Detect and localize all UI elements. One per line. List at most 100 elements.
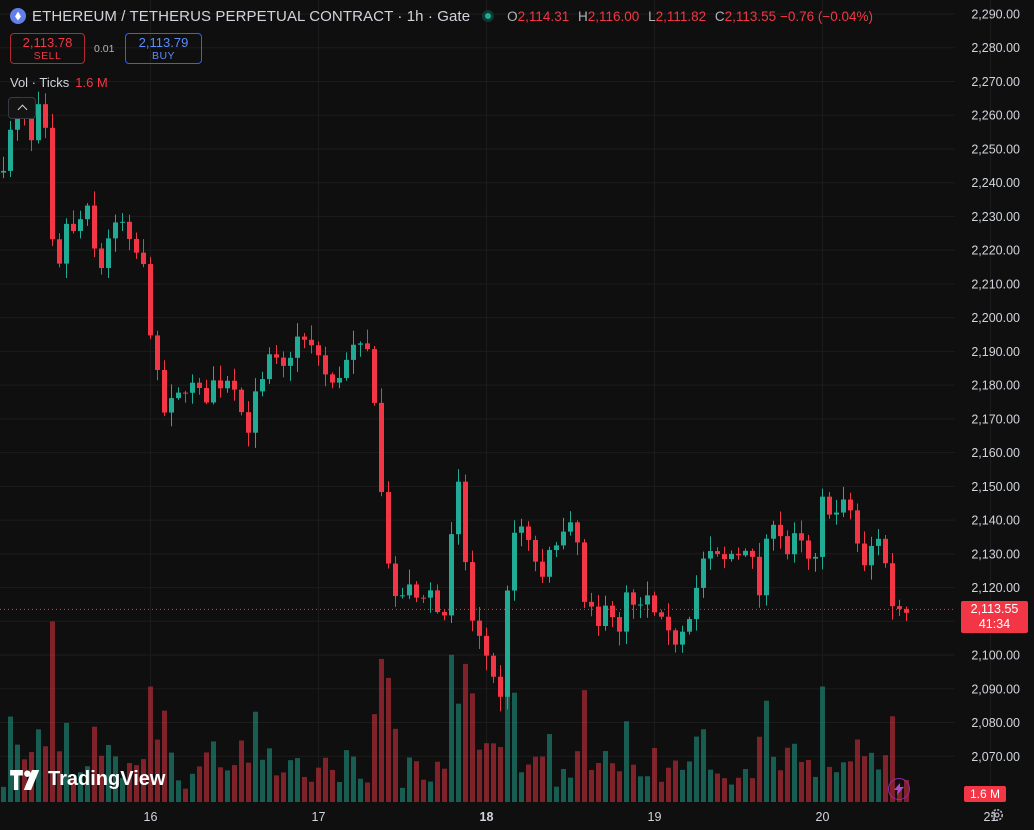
candle-body xyxy=(617,617,622,632)
candle-body xyxy=(316,345,321,356)
volume-bar xyxy=(36,729,41,802)
time-tick-label: 19 xyxy=(648,810,662,824)
volume-bar xyxy=(757,736,762,802)
volume-bar xyxy=(57,751,62,802)
candle-body xyxy=(505,590,510,697)
candle-body xyxy=(50,127,55,240)
symbol-title[interactable]: ETHEREUM / TETHERUS PERPETUAL CONTRACT ·… xyxy=(32,7,471,25)
candle-body xyxy=(596,606,601,627)
volume-bar xyxy=(666,767,671,802)
price-tick-label: 2,120.00 xyxy=(971,581,1020,595)
volume-bar xyxy=(848,761,853,802)
candle-body xyxy=(722,554,727,560)
candle-body xyxy=(309,339,314,346)
gear-icon[interactable] xyxy=(989,807,1005,823)
candle-body xyxy=(890,563,895,607)
candle-body xyxy=(547,550,552,577)
candle-body xyxy=(533,539,538,562)
high-value: 2,116.00 xyxy=(587,8,640,24)
volume-bar xyxy=(64,722,69,802)
volume-bar xyxy=(288,760,293,802)
price-tick-label: 2,230.00 xyxy=(971,210,1020,224)
time-tick-label: 16 xyxy=(144,810,158,824)
volume-bar xyxy=(680,769,685,802)
lightning-icon[interactable] xyxy=(888,778,910,800)
candle-body xyxy=(645,595,650,605)
volume-bar xyxy=(582,690,587,802)
candle-body xyxy=(813,556,818,559)
open-key: O xyxy=(507,8,518,24)
price-tick-label: 2,190.00 xyxy=(971,345,1020,359)
volume-bar xyxy=(820,686,825,802)
candle-body xyxy=(568,522,573,532)
candle-body xyxy=(715,551,720,555)
candle-body xyxy=(141,252,146,265)
candle-body xyxy=(806,540,811,559)
candle-body xyxy=(841,499,846,513)
price-tick-label: 2,270.00 xyxy=(971,75,1020,89)
volume-bar xyxy=(407,757,412,802)
tradingview-logo-icon xyxy=(10,769,40,790)
volume-bar xyxy=(330,769,335,802)
volume-bar xyxy=(512,692,517,802)
volume-bar xyxy=(778,770,783,802)
candle-body xyxy=(351,344,356,360)
buy-button[interactable]: 2,113.79 BUY xyxy=(125,33,202,64)
candle-body xyxy=(106,238,111,268)
volume-bar xyxy=(617,771,622,802)
price-axis[interactable]: 2,070.002,080.002,090.002,100.002,110.00… xyxy=(971,8,1020,764)
tradingview-logo[interactable]: TradingView xyxy=(10,768,165,791)
candle-body xyxy=(491,655,496,677)
candle-body xyxy=(414,584,419,598)
candle-body xyxy=(183,392,188,394)
candle-body xyxy=(470,562,475,621)
open-value: 2,114.31 xyxy=(517,8,570,24)
sell-button[interactable]: 2,113.78 SELL xyxy=(10,33,85,64)
candle-body xyxy=(246,412,251,433)
candle-body xyxy=(57,239,62,264)
candle-body xyxy=(582,542,587,602)
candle-body xyxy=(876,538,881,546)
volume-bar xyxy=(92,726,97,802)
candle-body xyxy=(904,608,909,613)
close-key: C xyxy=(714,8,725,24)
volume-bar xyxy=(246,762,251,802)
candle-body xyxy=(176,392,181,399)
volume-bar xyxy=(127,763,132,802)
volume-bar xyxy=(841,762,846,802)
candle-body xyxy=(71,223,76,231)
volume-bar xyxy=(106,744,111,802)
volume-bar xyxy=(141,759,146,802)
candle-body xyxy=(554,545,559,551)
volume-bar xyxy=(638,776,643,802)
candle-body xyxy=(477,620,482,636)
time-axis[interactable]: 16 17 18 19 20 21 xyxy=(144,810,998,824)
candle-body xyxy=(456,481,461,535)
candle-body xyxy=(743,550,748,556)
price-tick-label: 2,100.00 xyxy=(971,649,1020,663)
volume-bar xyxy=(218,767,223,802)
candle-body xyxy=(225,380,230,389)
volume-bar xyxy=(232,765,237,802)
volume-bar xyxy=(470,693,475,802)
volume-bar xyxy=(197,766,202,802)
candle-body xyxy=(1,170,6,173)
candle-body xyxy=(785,536,790,555)
candle-body xyxy=(344,359,349,379)
candle-body xyxy=(589,601,594,607)
volume-bar xyxy=(428,781,433,802)
volume-bar xyxy=(736,777,741,802)
volume-bar xyxy=(603,751,608,802)
volume-bar xyxy=(799,761,804,802)
price-tick-label: 2,180.00 xyxy=(971,379,1020,393)
volume-legend[interactable]: Vol · Ticks 1.6 M xyxy=(10,75,108,90)
candle-body xyxy=(274,354,279,358)
last-price-tag: 2,113.55 41:34 xyxy=(961,601,1028,633)
price-tick-label: 2,260.00 xyxy=(971,109,1020,123)
volume-bar xyxy=(78,772,83,802)
buy-price: 2,113.79 xyxy=(138,34,189,50)
volume-bar xyxy=(351,756,356,802)
chevron-up-icon[interactable] xyxy=(8,97,36,119)
volume-bar xyxy=(449,654,454,802)
